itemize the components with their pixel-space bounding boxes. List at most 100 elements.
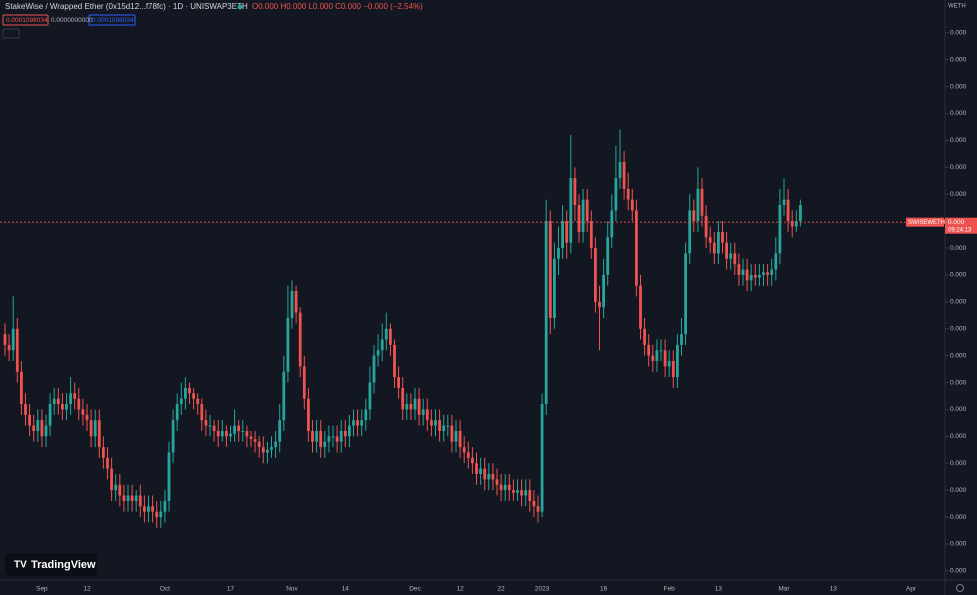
candle-body [425, 409, 429, 421]
candle-body [659, 350, 663, 352]
candle-body [475, 463, 478, 475]
candle-body [442, 425, 446, 431]
x-tick-label: 14 [342, 586, 350, 593]
candle-body [188, 387, 191, 394]
y-tick-label: 0.000 [950, 245, 967, 252]
candle-body [663, 350, 667, 367]
candle-body [676, 344, 679, 378]
candle-body [471, 457, 474, 464]
candle-body [516, 490, 519, 493]
candle-body [89, 420, 93, 437]
candle-body [216, 430, 220, 437]
candle-body [721, 231, 724, 243]
y-tick-label: 0.000 [950, 406, 967, 413]
candle-body [184, 387, 187, 399]
candle-body [151, 506, 154, 512]
candle-body [335, 436, 339, 442]
x-tick-label: Mar [778, 586, 790, 593]
candle-body [725, 242, 728, 259]
candle-body [93, 420, 97, 437]
candle-body [495, 479, 499, 485]
candle-body [643, 328, 646, 345]
candle-body [483, 468, 487, 480]
candle-body [409, 404, 413, 410]
candle-body [290, 291, 294, 318]
candle-body [319, 430, 323, 448]
candle-body [389, 328, 392, 345]
candle-body [454, 430, 458, 442]
y-tick-label: 0.000 [950, 299, 967, 306]
settings-icon[interactable] [956, 584, 964, 592]
candle-body [569, 178, 573, 243]
candle-body [81, 409, 85, 415]
candle-body [36, 420, 40, 431]
candle-body [553, 258, 556, 318]
candle-body [175, 404, 179, 421]
ask-box[interactable] [88, 14, 136, 26]
candle-body [520, 490, 523, 496]
y-tick-label: 0.000 [950, 137, 967, 144]
y-tick-label: 0.000 [950, 487, 967, 494]
candle-body [770, 269, 774, 275]
candle-body [311, 430, 314, 442]
candle-body [548, 221, 552, 318]
candle-body [225, 430, 228, 437]
candle-body [102, 447, 105, 458]
candle-body [220, 430, 224, 437]
ohlc-legend: O0.000 H0.000 L0.000 C0.000 −0.000 (−2.5… [252, 2, 423, 11]
x-tick-label: 12 [83, 586, 91, 593]
candle-body [606, 237, 610, 275]
bid-box[interactable] [2, 14, 49, 26]
candle-body [143, 506, 146, 512]
spread: 0.0000000000 [51, 17, 93, 24]
y-tick-label: 0.000 [950, 433, 967, 440]
candle-body [274, 441, 277, 448]
x-tick-label: 13 [715, 586, 723, 593]
candle-body [737, 264, 741, 275]
candle-body [343, 430, 347, 437]
candle-body [446, 425, 450, 427]
candle-body [458, 430, 462, 448]
candle-body [257, 441, 261, 448]
candle-body [692, 210, 696, 222]
logo-mark: TV [14, 560, 27, 571]
y-tick-label: 0.000 [950, 164, 967, 171]
candle-body [3, 334, 7, 345]
candle-body [339, 430, 343, 442]
candle-body [565, 221, 569, 243]
logo-box[interactable] [5, 553, 97, 576]
candle-body [282, 371, 286, 421]
y-tick-label: 0.000 [950, 110, 967, 117]
candle-body [159, 511, 163, 518]
y-tick-label: 0.000 [950, 541, 967, 548]
y-tick-label: 0.000 [950, 30, 967, 37]
candle-body [245, 430, 249, 437]
candle-body [65, 404, 68, 410]
currency: WETH [948, 4, 966, 10]
symbol-title[interactable]: StakeWise / Wrapped Ether (0x15d12...f78… [5, 2, 248, 11]
candle-body [434, 420, 437, 426]
candle-body [302, 366, 306, 399]
x-tick-label: Sep [36, 586, 48, 593]
candle-body [278, 420, 282, 442]
candle-body [171, 420, 175, 453]
candle-body [671, 361, 675, 378]
candle-body [729, 253, 733, 259]
candle-body [799, 204, 802, 222]
candle-body [610, 210, 614, 238]
candle-body [356, 420, 359, 426]
candle-body [401, 387, 405, 410]
collapse-button[interactable] [2, 28, 20, 39]
candle-body [602, 274, 605, 308]
candle-body [499, 484, 503, 491]
candle-body [561, 221, 564, 249]
candle-body [52, 398, 56, 405]
candle-body [327, 436, 331, 442]
candle-body [733, 253, 737, 265]
candle-body [753, 274, 757, 278]
candle-body [130, 495, 134, 501]
candle-body [589, 221, 593, 249]
x-tick-label: 17 [227, 586, 235, 593]
